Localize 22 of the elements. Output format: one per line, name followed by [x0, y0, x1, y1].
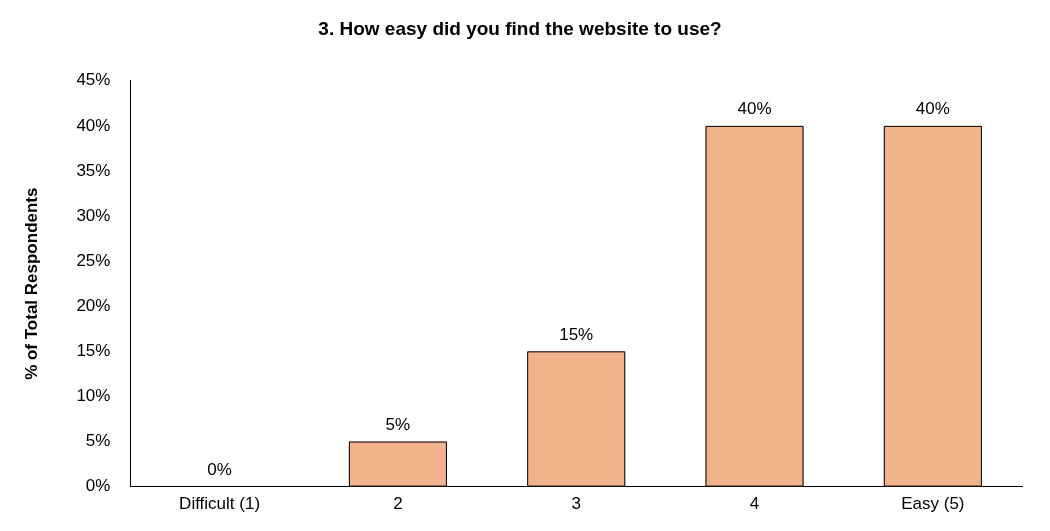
y-tick-label: 25%: [76, 250, 111, 270]
y-axis-title: % of Total Respondents: [21, 187, 41, 380]
x-tick-label: Difficult (1): [179, 494, 261, 514]
data-label: 0%: [207, 459, 232, 479]
y-tick-label: 40%: [76, 115, 111, 135]
x-tick-label: 3: [571, 494, 581, 514]
x-tick-label: 2: [393, 494, 403, 514]
data-label: 40%: [737, 99, 772, 119]
y-tick-label: 15%: [76, 341, 111, 361]
y-tick-label: 10%: [76, 386, 111, 406]
x-tick-label: Easy (5): [901, 494, 965, 514]
data-label: 40%: [915, 99, 950, 119]
data-label: 5%: [385, 414, 411, 434]
y-tick-label: 35%: [76, 160, 111, 180]
y-tick-label: 20%: [76, 295, 111, 315]
x-tick-label: 4: [749, 494, 760, 514]
data-label: 15%: [559, 324, 594, 344]
y-tick-label: 5%: [85, 431, 111, 451]
y-tick-label: 0%: [85, 476, 111, 496]
y-tick-label: 30%: [76, 205, 111, 225]
chart-title: 3. How easy did you find the website to use?: [318, 17, 722, 39]
y-tick-label: 45%: [76, 70, 111, 90]
